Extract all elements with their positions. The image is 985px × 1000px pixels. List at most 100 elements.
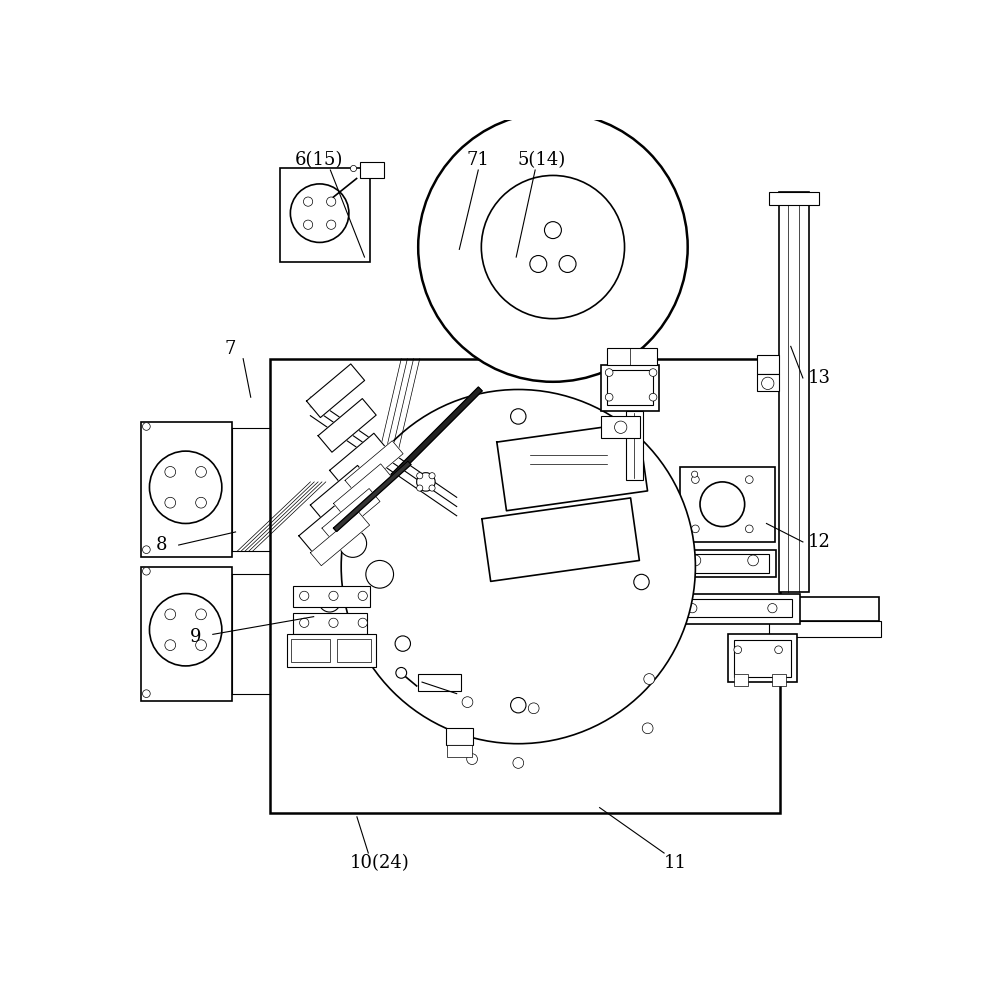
Circle shape xyxy=(761,377,774,389)
Polygon shape xyxy=(306,364,364,418)
Circle shape xyxy=(510,698,526,713)
Text: 10(24): 10(24) xyxy=(350,854,410,872)
Circle shape xyxy=(359,618,367,627)
Bar xyxy=(778,192,810,592)
Circle shape xyxy=(649,393,657,401)
Bar xyxy=(446,728,473,745)
Bar xyxy=(607,348,657,365)
Circle shape xyxy=(649,369,657,376)
Circle shape xyxy=(299,591,309,600)
Circle shape xyxy=(164,609,175,620)
Bar xyxy=(680,550,776,577)
Bar xyxy=(769,192,820,205)
Circle shape xyxy=(303,197,312,206)
Circle shape xyxy=(303,220,312,229)
Bar xyxy=(602,365,659,411)
Circle shape xyxy=(513,758,524,768)
Circle shape xyxy=(545,222,561,239)
Circle shape xyxy=(341,389,695,744)
Circle shape xyxy=(396,667,407,678)
Bar xyxy=(772,674,786,686)
Bar xyxy=(141,567,231,701)
Bar xyxy=(361,162,383,178)
Circle shape xyxy=(482,175,624,319)
Bar xyxy=(292,639,330,662)
Circle shape xyxy=(329,618,338,627)
Bar xyxy=(684,599,792,617)
Circle shape xyxy=(690,555,700,566)
Circle shape xyxy=(644,674,655,684)
Bar xyxy=(626,411,643,480)
Text: 6(15): 6(15) xyxy=(295,151,343,169)
Circle shape xyxy=(359,591,367,600)
Circle shape xyxy=(774,646,782,654)
Circle shape xyxy=(143,567,151,575)
Circle shape xyxy=(462,697,473,708)
Text: 9: 9 xyxy=(190,628,202,646)
Bar xyxy=(734,674,748,686)
Circle shape xyxy=(746,476,754,483)
Circle shape xyxy=(164,640,175,651)
Bar xyxy=(337,639,371,662)
Circle shape xyxy=(164,466,175,477)
Circle shape xyxy=(196,466,207,477)
Circle shape xyxy=(429,473,435,479)
Circle shape xyxy=(319,590,341,612)
Bar xyxy=(778,597,879,620)
Circle shape xyxy=(327,197,336,206)
Bar xyxy=(141,422,231,557)
Circle shape xyxy=(417,485,423,491)
Polygon shape xyxy=(496,422,647,511)
Circle shape xyxy=(748,555,758,566)
Polygon shape xyxy=(334,461,411,532)
Polygon shape xyxy=(330,433,388,487)
Bar xyxy=(728,634,797,682)
Bar xyxy=(757,374,778,391)
Circle shape xyxy=(559,256,576,272)
Circle shape xyxy=(150,451,222,523)
Circle shape xyxy=(143,690,151,698)
Circle shape xyxy=(351,165,357,172)
Circle shape xyxy=(700,482,745,527)
Circle shape xyxy=(746,525,754,533)
Circle shape xyxy=(339,530,366,557)
Polygon shape xyxy=(318,399,376,452)
Circle shape xyxy=(691,476,699,483)
Bar xyxy=(607,370,653,405)
Text: 11: 11 xyxy=(664,854,687,872)
Circle shape xyxy=(429,485,435,491)
Circle shape xyxy=(512,560,524,573)
Bar xyxy=(447,745,472,757)
Text: 7: 7 xyxy=(225,340,236,358)
Bar xyxy=(679,594,800,624)
Circle shape xyxy=(327,220,336,229)
Text: 8: 8 xyxy=(157,536,167,554)
Circle shape xyxy=(419,112,688,382)
Polygon shape xyxy=(310,512,369,566)
Bar xyxy=(270,359,780,813)
Circle shape xyxy=(196,497,207,508)
Circle shape xyxy=(196,609,207,620)
Circle shape xyxy=(691,471,697,477)
Text: 5(14): 5(14) xyxy=(517,151,565,169)
Text: 13: 13 xyxy=(808,369,831,387)
Circle shape xyxy=(528,703,539,714)
Circle shape xyxy=(642,723,653,734)
Bar xyxy=(419,674,461,691)
Bar xyxy=(288,634,376,667)
Bar xyxy=(757,355,778,374)
Circle shape xyxy=(291,184,349,242)
Text: 12: 12 xyxy=(808,533,831,551)
Circle shape xyxy=(633,574,649,590)
Bar xyxy=(769,620,881,637)
Circle shape xyxy=(196,640,207,651)
Circle shape xyxy=(395,636,411,651)
Polygon shape xyxy=(482,498,639,581)
Circle shape xyxy=(150,594,222,666)
Bar xyxy=(680,466,774,542)
Circle shape xyxy=(143,423,151,430)
Bar xyxy=(734,640,791,677)
Polygon shape xyxy=(298,494,364,555)
Bar xyxy=(280,168,370,262)
Polygon shape xyxy=(322,489,380,541)
